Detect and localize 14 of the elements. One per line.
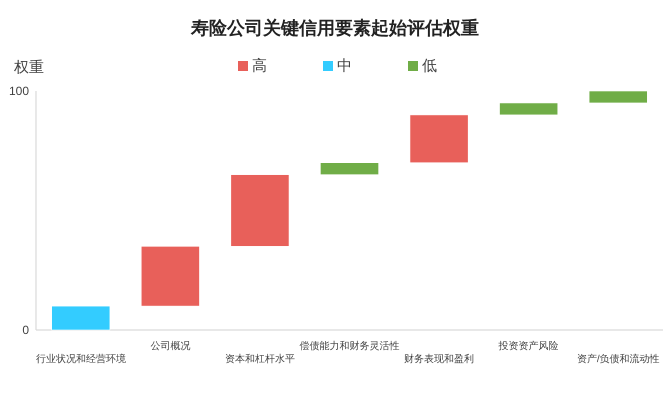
legend-label: 中 xyxy=(337,58,352,74)
xtick: 财务表现和盈利 xyxy=(404,354,474,365)
xtick: 资产/负债和流动性 xyxy=(576,354,660,365)
ylabel: 权重 xyxy=(14,59,44,76)
legend-label: 低 xyxy=(422,58,437,74)
legend-label: 高 xyxy=(252,58,267,74)
xtick: 行业状况和经营环境 xyxy=(36,354,126,365)
xtick: 公司概况 xyxy=(150,341,190,352)
xtick: 投资资产风险 xyxy=(498,341,559,352)
xtick: 资本和杠杆水平 xyxy=(224,354,295,365)
title: 寿险公司关键信用要素起始评估权重 xyxy=(191,18,479,38)
xtick: 偿债能力和财务灵活性 xyxy=(300,341,400,352)
ytick: 0 xyxy=(22,323,29,337)
ytick: 100 xyxy=(8,84,29,98)
